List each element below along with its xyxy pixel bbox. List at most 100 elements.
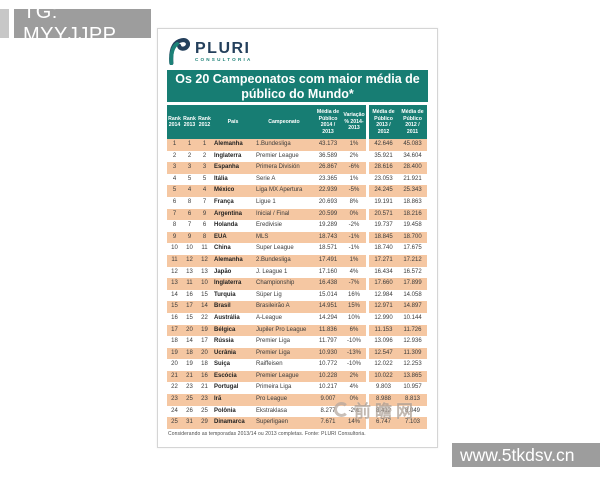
- table-cell: 18: [171, 338, 178, 345]
- table-cell: 19.458: [403, 222, 422, 229]
- table-cell: 10: [171, 245, 178, 252]
- table-cell: 15: [201, 291, 208, 298]
- table-cell: 10: [201, 280, 208, 287]
- table-cell: 0%: [349, 210, 359, 217]
- table-cell: 1: [202, 141, 207, 147]
- table-cell: 9: [172, 233, 177, 240]
- pluri-logo: PLURI CONSULTORIA: [158, 29, 437, 67]
- table-row: 10 10 11 China Super League 18.571 -1% 18.740 17…: [167, 243, 428, 255]
- watermark-site-text: www.5tkdsv.cn: [460, 444, 575, 465]
- header-right-section: Média de Público 2013 / 2012 Média de Púb…: [369, 105, 427, 139]
- table-cell: Ekstraklasa: [256, 407, 288, 414]
- table-cell: México: [214, 187, 235, 194]
- table-row: 13 11 10 Inglaterra Championship 16.438 -7% 17.…: [167, 278, 428, 290]
- table-cell: 5: [187, 175, 192, 182]
- table-cell: China: [214, 245, 231, 252]
- table-cell: 25: [171, 419, 178, 426]
- table-cell: 16.572: [403, 268, 422, 275]
- table-row: 4 5 5 Itália Serie A 23.365 1% 23.053 21.921: [167, 173, 428, 186]
- table-cell: 19: [186, 361, 193, 368]
- table-cell: Brasil: [214, 303, 231, 310]
- table-row: 12 13 13 Japão J. League 1 17.160 4% 16.434 16.5…: [167, 266, 428, 279]
- table-cell: 10.022: [374, 372, 393, 379]
- table-cell: 10.930: [318, 349, 338, 356]
- table-cell: 20.599: [318, 210, 338, 217]
- column-header: Média de Público 2013 / 2012: [372, 109, 395, 135]
- table-cell: 1%: [349, 256, 359, 263]
- table-cell: 18.700: [403, 233, 422, 240]
- table-cell: 1.Bundesliga: [256, 141, 291, 147]
- table-cell: 11: [171, 256, 178, 263]
- table-cell: 45.083: [403, 141, 422, 147]
- table-cell: 15.014: [318, 291, 338, 298]
- table-cell: 16.438: [318, 280, 338, 287]
- table-cell: Serie A: [256, 175, 276, 182]
- table-cell: 42.646: [374, 141, 393, 147]
- table-cell: 19.289: [318, 222, 338, 229]
- table-cell: 14: [171, 291, 178, 298]
- table-cell: 18: [201, 361, 208, 368]
- table-cell: 10.772: [318, 361, 338, 368]
- table-cell: 18.845: [374, 233, 393, 240]
- table-cell: 22: [171, 384, 178, 391]
- pluri-brand-block: PLURI CONSULTORIA: [195, 39, 253, 62]
- table-row: 14 16 15 Turquia Süper Lig 15.014 16% 12.984 14.…: [167, 289, 428, 302]
- table-cell: Pro League: [256, 396, 288, 403]
- column-header: País: [227, 118, 239, 125]
- table-cell: -6%: [348, 164, 360, 171]
- table-row: 11 12 12 Alemanha 2.Bundesliga 17.491 1% 17.271…: [167, 254, 428, 267]
- table-cell: 18.571: [318, 245, 338, 252]
- table-row: 5 4 4 México Liga MX Apertura 22.939 -5% 24.245…: [167, 185, 428, 197]
- table-cell: 15: [171, 303, 178, 310]
- table-cell: 19: [171, 349, 178, 356]
- table-row: 3 3 3 Espanha Primera División 26.867 -6% 28.61…: [167, 162, 428, 174]
- table-cell: 1: [187, 141, 192, 147]
- table-cell: 25: [186, 396, 193, 403]
- table-cell: 18.743: [318, 233, 338, 240]
- table-cell: 12.253: [403, 361, 422, 368]
- table-cell: Polônia: [214, 407, 236, 414]
- table-cell: 3: [172, 164, 177, 171]
- table-cell: 28.616: [374, 164, 393, 171]
- brand-name: PLURI: [195, 39, 251, 57]
- table-cell: 8.277: [320, 407, 336, 414]
- table-cell: 11.836: [319, 326, 337, 333]
- table-cell: 4%: [349, 384, 359, 391]
- table-cell: Super League: [256, 245, 294, 252]
- table-cell: Argentina: [214, 210, 243, 217]
- brand-subtitle: CONSULTORIA: [195, 56, 253, 62]
- table-cell: Liga MX Apertura: [256, 187, 303, 194]
- table-cell: Ucrânia: [214, 349, 237, 356]
- table-row: 16 15 22 Austrália A-League 14.294 10% 12.990 10…: [167, 312, 428, 325]
- table-cell: 7: [202, 198, 207, 205]
- table-cell: 8%: [349, 198, 359, 205]
- table-cell: 8.813: [404, 396, 420, 403]
- watermark-edge-strip: [0, 9, 9, 38]
- table-cell: 13: [171, 280, 178, 287]
- table-row: 22 23 21 Portugal Primeira Liga 10.217 4% 9.803…: [167, 382, 428, 395]
- watermark-site-box: www.5tkdsv.cn: [452, 443, 600, 467]
- table-row: 8 7 6 Holanda Eredivisie 19.289 -2% 19.737 19.45…: [167, 220, 428, 232]
- table-cell: 10.217: [318, 384, 338, 391]
- table-cell: 14.294: [318, 314, 338, 321]
- table-cell: 19.191: [374, 198, 393, 205]
- table-cell: Eredivisie: [256, 222, 283, 229]
- table-header-row: Rank 2014 Rank 2013 Rank 2012 País Campeonat…: [167, 105, 428, 139]
- table-cell: 8.412: [375, 407, 391, 414]
- table-cell: Irã: [214, 396, 222, 403]
- table-cell: 14.897: [403, 303, 422, 310]
- table-cell: 14.058: [403, 291, 422, 298]
- table-cell: Turquia: [214, 291, 236, 298]
- table-cell: 14: [186, 338, 193, 345]
- table-cell: 12.022: [374, 361, 393, 368]
- table-cell: -1%: [348, 233, 360, 240]
- table-cell: 10.228: [318, 372, 338, 379]
- table-cell: 9: [187, 233, 192, 240]
- table-cell: 9: [202, 210, 207, 217]
- table-cell: 7: [187, 222, 192, 229]
- table-cell: 24.245: [374, 187, 393, 194]
- table-cell: 11.797: [319, 338, 337, 345]
- table-cell: 25: [201, 407, 208, 414]
- table-cell: 21: [171, 372, 178, 379]
- table-cell: Inglaterra: [214, 280, 242, 287]
